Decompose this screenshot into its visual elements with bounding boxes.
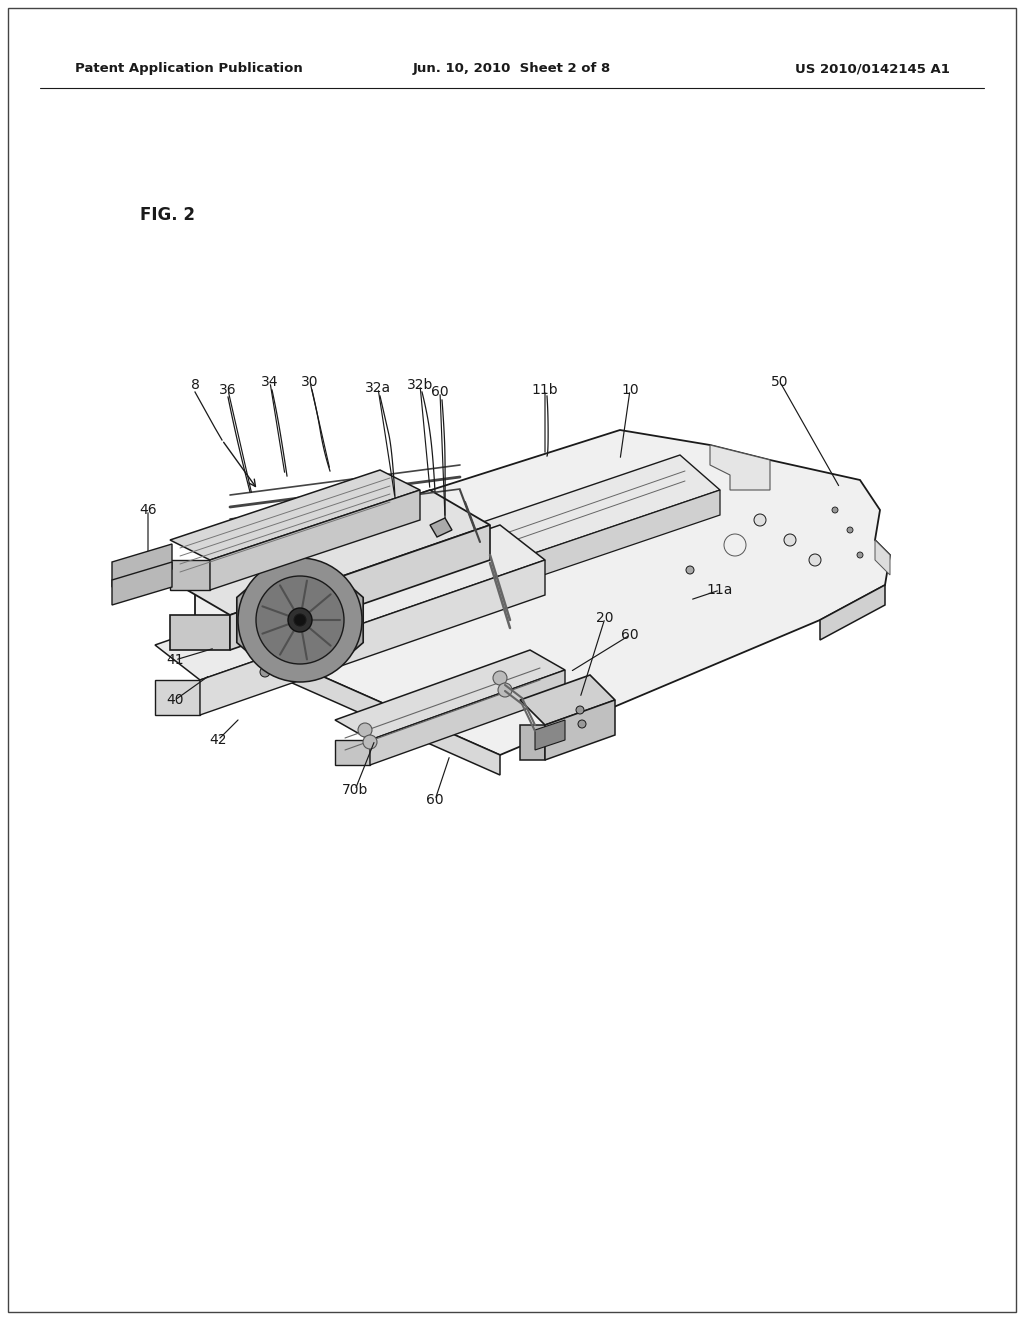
Circle shape <box>294 614 306 626</box>
Polygon shape <box>335 741 370 766</box>
Polygon shape <box>155 525 545 680</box>
Text: 32b: 32b <box>407 378 433 392</box>
Circle shape <box>686 566 694 574</box>
Polygon shape <box>170 470 420 560</box>
Circle shape <box>857 552 863 558</box>
Text: 20: 20 <box>596 611 613 624</box>
Circle shape <box>754 513 766 525</box>
Polygon shape <box>170 490 490 615</box>
Circle shape <box>493 671 507 685</box>
Polygon shape <box>520 675 615 725</box>
Text: 8: 8 <box>190 378 200 392</box>
Polygon shape <box>170 560 210 590</box>
Circle shape <box>358 723 372 737</box>
Circle shape <box>238 558 362 682</box>
Circle shape <box>260 667 270 677</box>
Text: 60: 60 <box>426 793 443 807</box>
Text: 60: 60 <box>431 385 449 399</box>
Polygon shape <box>520 725 545 760</box>
Polygon shape <box>335 649 565 741</box>
Polygon shape <box>170 615 230 649</box>
Polygon shape <box>210 490 420 590</box>
Text: 40: 40 <box>166 693 183 708</box>
Polygon shape <box>155 680 200 715</box>
Circle shape <box>256 576 344 664</box>
Polygon shape <box>370 671 565 766</box>
Text: Patent Application Publication: Patent Application Publication <box>75 62 303 75</box>
Text: Jun. 10, 2010  Sheet 2 of 8: Jun. 10, 2010 Sheet 2 of 8 <box>413 62 611 75</box>
Polygon shape <box>470 490 720 601</box>
Text: 70b: 70b <box>342 783 369 797</box>
Circle shape <box>362 735 377 748</box>
Text: US 2010/0142145 A1: US 2010/0142145 A1 <box>795 62 950 75</box>
Text: 42: 42 <box>209 733 226 747</box>
Polygon shape <box>112 544 172 587</box>
Text: FIG. 2: FIG. 2 <box>140 206 195 224</box>
Polygon shape <box>237 565 364 675</box>
Polygon shape <box>820 585 885 640</box>
Text: 41: 41 <box>166 653 184 667</box>
Circle shape <box>831 507 838 513</box>
Text: 11b: 11b <box>531 383 558 397</box>
Circle shape <box>809 554 821 566</box>
Polygon shape <box>535 719 565 750</box>
Polygon shape <box>195 430 890 755</box>
Polygon shape <box>230 525 490 649</box>
Text: 11a: 11a <box>707 583 733 597</box>
Text: 32a: 32a <box>365 381 391 395</box>
Text: 46: 46 <box>139 503 157 517</box>
Circle shape <box>578 719 586 729</box>
Polygon shape <box>545 700 615 760</box>
Text: 30: 30 <box>301 375 318 389</box>
Circle shape <box>575 706 584 714</box>
Circle shape <box>498 682 512 697</box>
Polygon shape <box>430 517 452 537</box>
Polygon shape <box>430 455 720 576</box>
Text: 50: 50 <box>771 375 788 389</box>
Polygon shape <box>200 560 545 715</box>
Circle shape <box>784 535 796 546</box>
Polygon shape <box>195 620 500 775</box>
Circle shape <box>288 609 312 632</box>
Polygon shape <box>874 540 890 576</box>
Text: 10: 10 <box>622 383 639 397</box>
Polygon shape <box>710 445 770 490</box>
Text: 60: 60 <box>622 628 639 642</box>
Circle shape <box>724 535 746 556</box>
Polygon shape <box>430 576 470 601</box>
Text: 36: 36 <box>219 383 237 397</box>
Circle shape <box>847 527 853 533</box>
Polygon shape <box>112 562 172 605</box>
Text: 34: 34 <box>261 375 279 389</box>
